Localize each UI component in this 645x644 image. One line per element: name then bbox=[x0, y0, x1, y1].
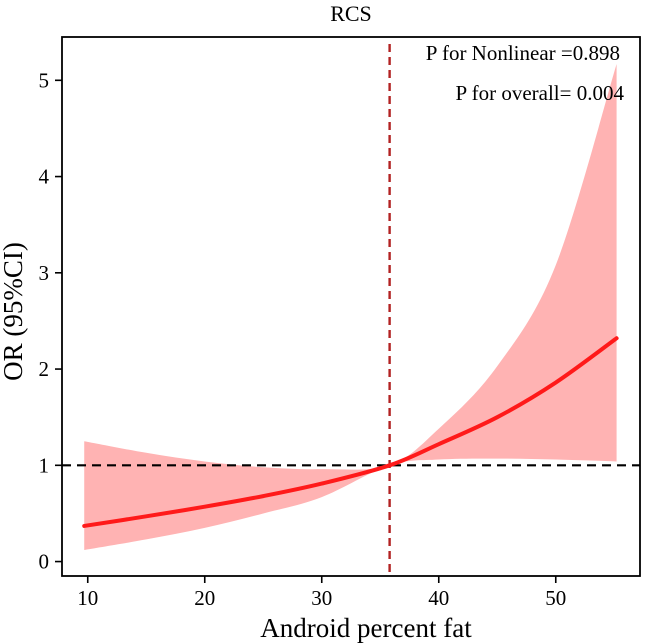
plot-area bbox=[61, 36, 641, 577]
y-tick-label: 0 bbox=[39, 550, 50, 574]
or-curve bbox=[82, 336, 619, 528]
x-tick-label: 20 bbox=[194, 586, 215, 610]
annotation-p-overall: P for overall= 0.004 bbox=[455, 81, 624, 105]
y-axis: 0 1 2 3 4 5 bbox=[39, 68, 62, 574]
y-axis-label: OR (95%CI) bbox=[0, 242, 28, 381]
y-tick-label: 3 bbox=[39, 261, 50, 285]
x-axis: 10 20 30 40 50 bbox=[77, 576, 566, 610]
y-tick-label: 5 bbox=[39, 68, 50, 92]
x-tick-label: 30 bbox=[311, 586, 332, 610]
annotation-p-nonlinear: P for Nonlinear =0.898 bbox=[426, 41, 620, 65]
y-tick-label: 1 bbox=[39, 453, 50, 477]
chart-title: RCS bbox=[330, 1, 372, 26]
x-tick-label: 10 bbox=[77, 586, 98, 610]
x-tick-label: 40 bbox=[428, 586, 449, 610]
y-tick-label: 4 bbox=[39, 165, 50, 189]
y-tick-label: 2 bbox=[39, 357, 50, 381]
ci-band bbox=[84, 63, 617, 551]
plot-frame bbox=[61, 36, 641, 577]
x-axis-label: Android percent fat bbox=[260, 613, 472, 643]
x-tick-label: 50 bbox=[545, 586, 566, 610]
